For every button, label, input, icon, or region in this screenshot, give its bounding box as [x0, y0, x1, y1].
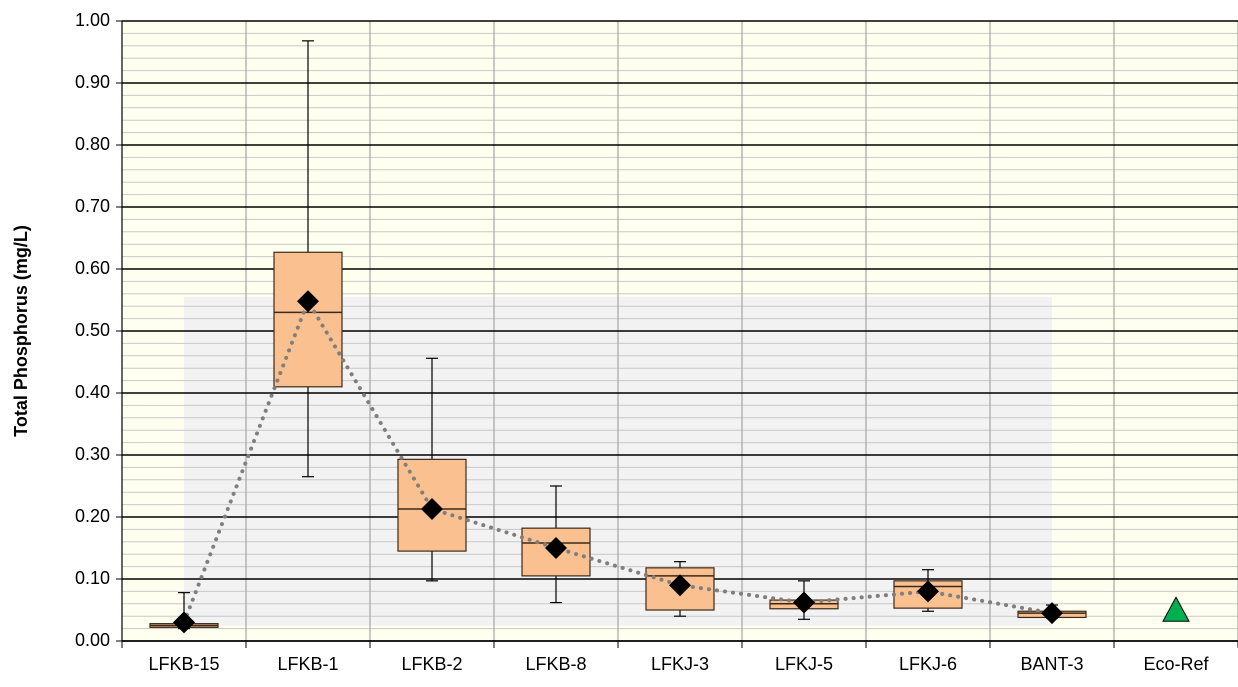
- x-tick-label: BANT-3: [1020, 654, 1083, 674]
- reference-marker: [1162, 596, 1190, 622]
- y-tick-label: 0.50: [75, 320, 110, 340]
- mean-marker: [793, 591, 815, 614]
- mean-marker: [917, 580, 939, 603]
- x-tick-label: LFKB-8: [525, 654, 586, 674]
- y-tick-label: 0.00: [75, 630, 110, 650]
- y-tick-label: 0.30: [75, 444, 110, 464]
- x-tick-label: LFKB-1: [277, 654, 338, 674]
- box: [273, 251, 343, 388]
- y-tick-label: 1.00: [75, 10, 110, 30]
- mean-marker: [297, 290, 319, 313]
- mean-marker: [669, 574, 691, 597]
- mean-marker: [545, 537, 567, 559]
- y-tick-label: 0.20: [75, 506, 110, 526]
- mean-marker: [173, 611, 195, 634]
- x-tick-label: LFKJ-5: [775, 654, 833, 674]
- mean-marker: [1041, 602, 1063, 625]
- x-tick-label: Eco-Ref: [1143, 654, 1209, 674]
- y-tick-label: 0.40: [75, 382, 110, 402]
- x-tick-label: LFKB-2: [401, 654, 462, 674]
- y-tick-label: 0.80: [75, 134, 110, 154]
- mean-marker: [421, 497, 443, 520]
- y-tick-label: 0.70: [75, 196, 110, 216]
- y-tick-label: 0.10: [75, 568, 110, 588]
- x-tick-label: LFKJ-6: [899, 654, 957, 674]
- x-tick-label: LFKB-15: [148, 654, 219, 674]
- y-tick-label: 0.60: [75, 258, 110, 278]
- x-tick-label: LFKJ-3: [651, 654, 709, 674]
- y-tick-label: 0.90: [75, 72, 110, 92]
- y-axis-label: Total Phosphorus (mg/L): [11, 225, 31, 437]
